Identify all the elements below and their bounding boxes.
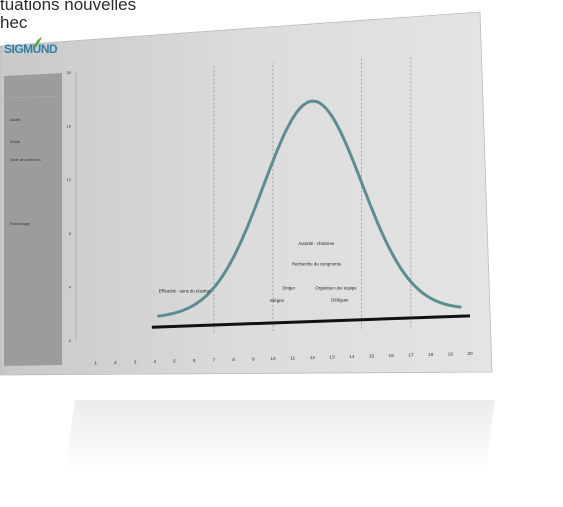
x-tick-label: 10 <box>270 356 276 362</box>
curve-annotation: Autorité - charisme <box>298 241 335 246</box>
x-tick-label: 1 <box>94 361 97 367</box>
x-tick-label: 16 <box>389 353 395 359</box>
slide-heading-line-2: hec <box>0 13 28 32</box>
slide-sidebar <box>4 73 62 366</box>
leaf-icon <box>34 37 42 49</box>
x-axis-baseline <box>151 314 471 329</box>
curve-annotation: Efficacité - sens du résultat <box>159 289 211 294</box>
x-tick-label: 4 <box>153 359 156 365</box>
y-tick-label: 20 <box>67 70 72 75</box>
x-tick-label: 7 <box>213 358 216 364</box>
curve-annotation: Recherche du compromis <box>292 261 341 266</box>
y-tick-label: 0 <box>69 338 72 343</box>
x-tick-label: 9 <box>252 357 255 363</box>
bell-curve-series <box>157 99 462 318</box>
x-tick-label: 18 <box>428 352 434 358</box>
x-tick-label: 8 <box>232 357 235 363</box>
y-tick-label: 8 <box>69 231 72 236</box>
x-tick-label: 20 <box>467 351 473 357</box>
x-tick-label: 17 <box>408 353 414 359</box>
curve-annotation: Déléguer <box>331 298 349 303</box>
x-tick-label: 15 <box>369 354 375 360</box>
sidebar-label-3: Mode de connexion <box>10 158 41 162</box>
x-tick-label: 13 <box>329 355 335 361</box>
x-tick-label: 2 <box>114 360 117 366</box>
y-tick-label: 12 <box>67 177 72 182</box>
x-tick-label: 14 <box>349 354 355 360</box>
sidebar-label-2: Mobile <box>10 140 21 144</box>
x-tick-label: 3 <box>134 360 137 366</box>
slide-heading-line-1: tuations nouvelles <box>0 0 137 14</box>
y-tick-label: 16 <box>67 124 72 129</box>
x-tick-label: 5 <box>173 359 176 365</box>
slide-reflection <box>65 400 495 470</box>
x-tick-label: 19 <box>448 352 454 358</box>
x-tick-label: 11 <box>290 356 295 362</box>
curve-annotation: Intégrer <box>270 298 285 303</box>
sidebar-label-1: Adulte <box>10 118 20 122</box>
y-tick-label: 4 <box>69 284 72 289</box>
sigmund-logo: SIGMUND <box>4 42 58 56</box>
curve-annotation: Organiser une équipe <box>315 285 357 290</box>
curve-annotation: Diriger <box>282 285 295 290</box>
x-tick-label: 12 <box>310 355 316 361</box>
x-tick-label: 6 <box>193 358 196 364</box>
sidebar-label-4: Pourcentage <box>10 222 30 226</box>
slide-panel <box>0 11 493 376</box>
